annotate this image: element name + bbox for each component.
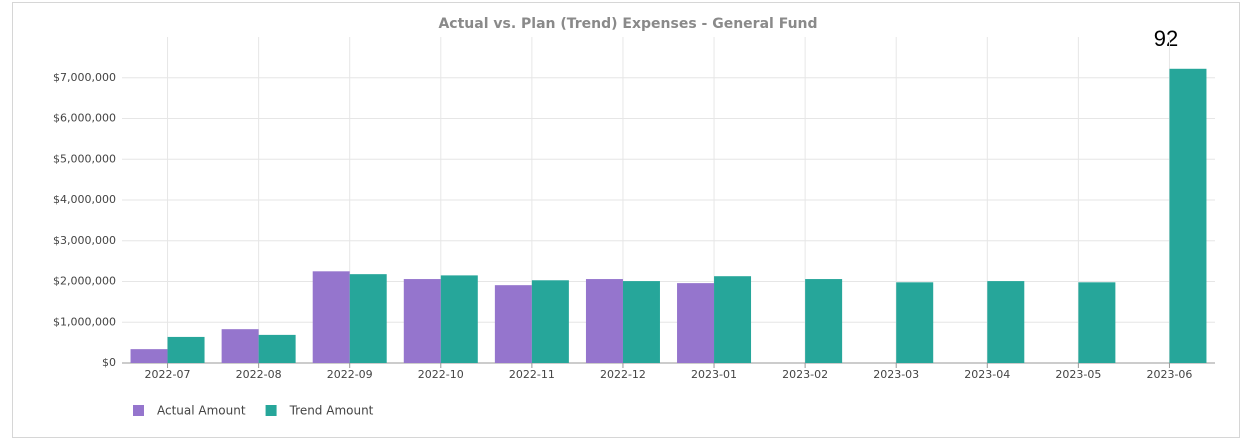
bar xyxy=(677,283,715,363)
legend-swatch xyxy=(133,405,144,416)
bar xyxy=(258,334,296,363)
bar xyxy=(130,349,168,363)
bar xyxy=(440,275,478,363)
y-tick-label: $5,000,000 xyxy=(53,152,116,165)
y-tick-label: $2,000,000 xyxy=(53,275,116,288)
y-tick-label: $7,000,000 xyxy=(53,71,116,84)
x-tick-label: 2022-12 xyxy=(600,368,646,381)
x-tick-label: 2023-01 xyxy=(691,368,737,381)
y-tick-label: $3,000,000 xyxy=(53,234,116,247)
bar xyxy=(805,279,843,363)
bar xyxy=(622,281,660,363)
bar xyxy=(896,282,934,363)
x-tick-label: 2022-07 xyxy=(145,368,191,381)
x-tick-label: 2023-06 xyxy=(1146,368,1192,381)
y-tick-label: $4,000,000 xyxy=(53,193,116,206)
x-tick-label: 2023-04 xyxy=(964,368,1010,381)
x-tick-label: 2023-03 xyxy=(873,368,919,381)
bar xyxy=(1078,282,1116,363)
x-tick-label: 2022-08 xyxy=(236,368,282,381)
y-tick-label: $6,000,000 xyxy=(53,112,116,125)
bar xyxy=(1169,68,1207,363)
bar xyxy=(531,280,569,363)
annotation: 92 xyxy=(1154,26,1178,51)
x-tick-label: 2022-10 xyxy=(418,368,464,381)
bar xyxy=(221,329,259,363)
x-tick-label: 2023-05 xyxy=(1055,368,1101,381)
bar xyxy=(585,279,623,363)
bar xyxy=(167,336,205,363)
bar xyxy=(312,271,350,363)
bar xyxy=(349,274,387,363)
chart-title: Actual vs. Plan (Trend) Expenses - Gener… xyxy=(438,16,817,32)
bar xyxy=(987,281,1025,363)
legend-swatch xyxy=(265,405,277,416)
y-tick-label: $1,000,000 xyxy=(53,315,116,328)
legend-label: Trend Amount xyxy=(289,404,374,418)
x-tick-label: 2022-09 xyxy=(327,368,373,381)
chart-frame xyxy=(12,2,1240,438)
x-tick-label: 2022-11 xyxy=(509,368,555,381)
bar xyxy=(403,279,441,363)
legend-label: Actual Amount xyxy=(157,404,246,418)
bar xyxy=(494,285,532,363)
y-tick-label: $0 xyxy=(102,356,116,369)
x-tick-label: 2023-02 xyxy=(782,368,828,381)
bar xyxy=(714,276,752,363)
